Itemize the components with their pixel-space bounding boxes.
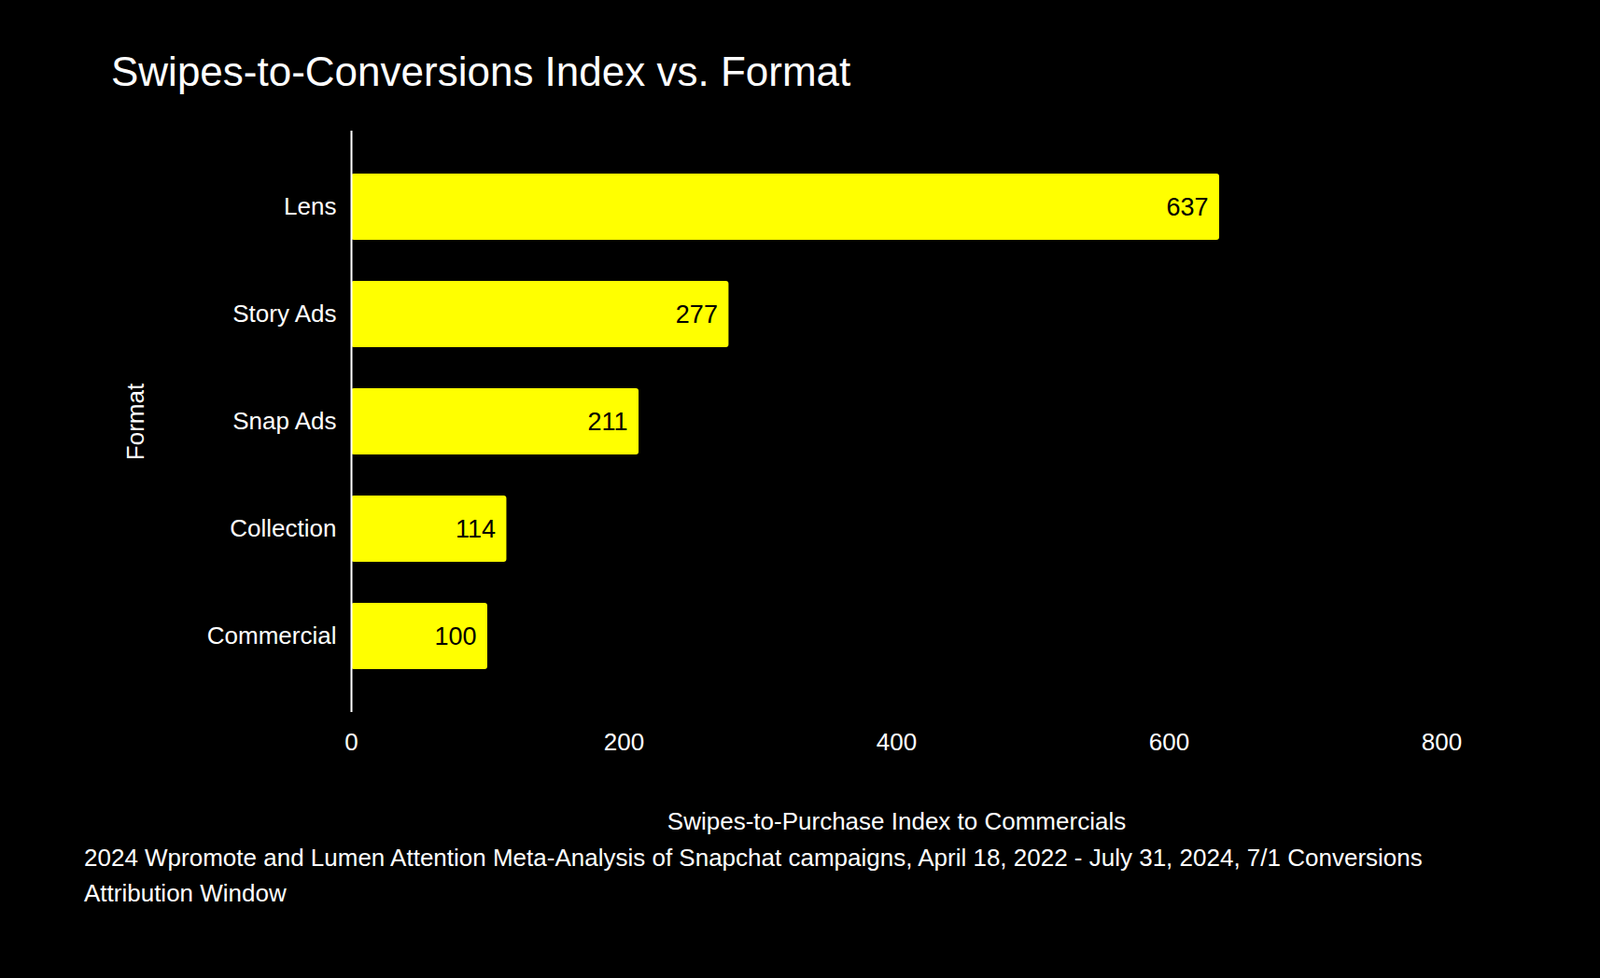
svg-text:Snap Ads: Snap Ads	[232, 407, 337, 436]
svg-text:600: 600	[1149, 728, 1190, 757]
svg-text:211: 211	[588, 407, 629, 436]
svg-text:114: 114	[455, 515, 496, 544]
html-text:Swipes-to-Conversions Index vs: Swipes-to-Conversions Index vs. Format	[111, 48, 851, 95]
svg-text:Collection: Collection	[229, 514, 337, 543]
svg-text:637: 637	[1165, 193, 1208, 222]
svg-text:Lens: Lens	[283, 192, 337, 221]
svg-text:400: 400	[876, 728, 917, 757]
svg-text:200: 200	[603, 728, 645, 757]
svg-text:Format: Format	[121, 382, 150, 461]
svg-text:100: 100	[434, 622, 477, 651]
svg-text:Story Ads: Story Ads	[232, 299, 337, 328]
svg-text:0: 0	[344, 728, 358, 757]
svg-text:Commercial: Commercial	[207, 621, 337, 650]
html-text:2024 Wpromote and Lumen Attent: 2024 Wpromote and Lumen Attention Meta-A…	[84, 843, 1423, 908]
svg-text:800: 800	[1421, 728, 1462, 757]
svg-text:277: 277	[675, 300, 718, 329]
svg-text:Swipes-to-Purchase Index to Co: Swipes-to-Purchase Index to Commercials	[667, 807, 1126, 836]
